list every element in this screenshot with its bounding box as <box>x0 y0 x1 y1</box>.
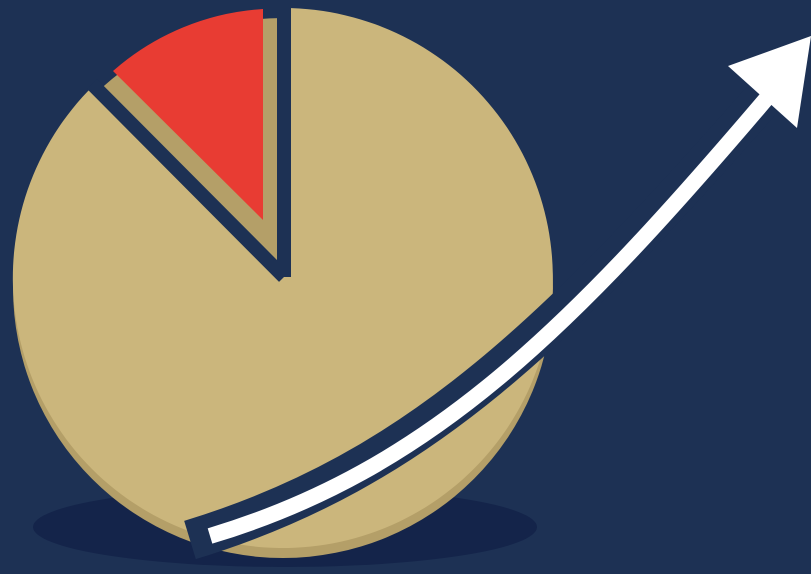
pie-small-slice <box>113 9 263 220</box>
rising-arrow-shaft <box>207 86 779 544</box>
rising-arrow-head <box>728 36 811 128</box>
slice-gap <box>87 4 291 282</box>
